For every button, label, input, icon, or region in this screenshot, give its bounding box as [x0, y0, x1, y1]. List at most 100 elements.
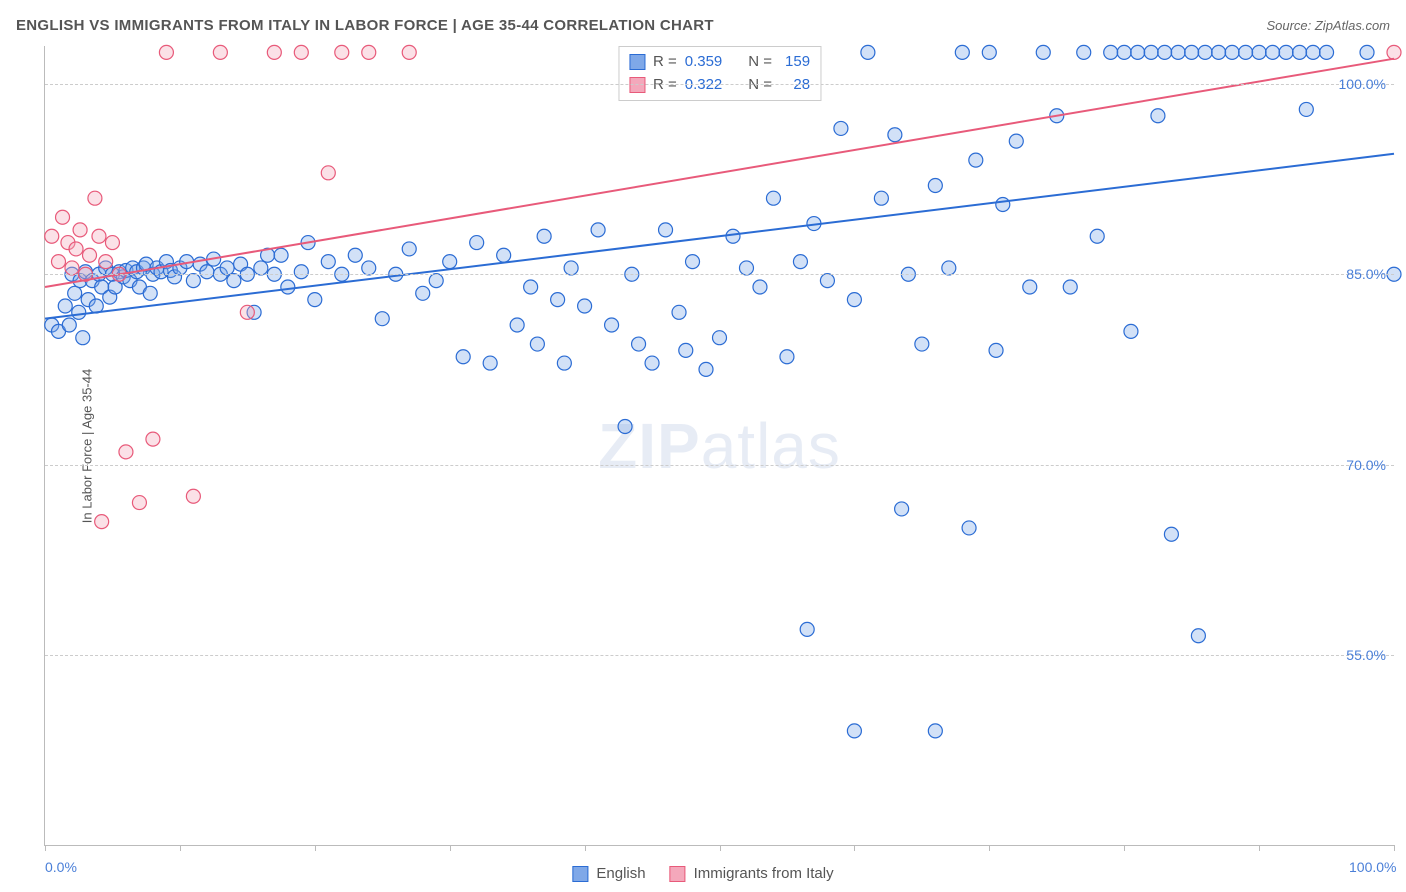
data-point: [861, 45, 875, 59]
data-point: [72, 305, 86, 319]
data-point: [530, 337, 544, 351]
data-point: [443, 255, 457, 269]
x-tick-label: 100.0%: [1349, 859, 1396, 875]
data-point: [969, 153, 983, 167]
data-point: [56, 210, 70, 224]
data-point: [1151, 109, 1165, 123]
data-point: [1239, 45, 1253, 59]
data-point: [1212, 45, 1226, 59]
data-point: [874, 191, 888, 205]
data-point: [456, 350, 470, 364]
data-point: [73, 223, 87, 237]
data-point: [1036, 45, 1050, 59]
data-point: [686, 255, 700, 269]
data-point: [524, 280, 538, 294]
data-point: [888, 128, 902, 142]
data-point: [1158, 45, 1172, 59]
series-legend: EnglishImmigrants from Italy: [572, 865, 833, 882]
data-point: [321, 255, 335, 269]
legend-swatch: [670, 866, 686, 882]
data-point: [254, 261, 268, 275]
data-point: [83, 248, 97, 262]
data-point: [1164, 527, 1178, 541]
data-point: [955, 45, 969, 59]
data-point: [605, 318, 619, 332]
data-point: [1279, 45, 1293, 59]
x-tick-label: 0.0%: [45, 859, 77, 875]
data-point: [213, 45, 227, 59]
legend-label: English: [596, 865, 645, 882]
data-point: [402, 45, 416, 59]
x-tick: [1124, 845, 1125, 851]
data-point: [1090, 229, 1104, 243]
data-point: [483, 356, 497, 370]
data-point: [713, 331, 727, 345]
data-point: [645, 356, 659, 370]
data-point: [739, 261, 753, 275]
data-point: [793, 255, 807, 269]
data-point: [69, 242, 83, 256]
data-point: [1023, 280, 1037, 294]
data-point: [402, 242, 416, 256]
data-point: [76, 331, 90, 345]
data-point: [58, 299, 72, 313]
data-point: [240, 305, 254, 319]
data-point: [1185, 45, 1199, 59]
data-point: [92, 229, 106, 243]
data-point: [766, 191, 780, 205]
data-point: [294, 265, 308, 279]
data-point: [294, 45, 308, 59]
data-point: [1077, 45, 1091, 59]
data-point: [1252, 45, 1266, 59]
x-tick: [180, 845, 181, 851]
data-point: [1320, 45, 1334, 59]
data-point: [132, 496, 146, 510]
data-point: [699, 362, 713, 376]
x-tick: [1259, 845, 1260, 851]
gridline: [45, 84, 1394, 85]
data-point: [537, 229, 551, 243]
data-point: [51, 255, 65, 269]
data-point: [1293, 45, 1307, 59]
data-point: [95, 515, 109, 529]
data-point: [1299, 102, 1313, 116]
data-point: [227, 274, 241, 288]
source-attribution: Source: ZipAtlas.com: [1266, 18, 1390, 33]
data-point: [220, 261, 234, 275]
stats-legend-row: R =0.359N =159: [629, 51, 810, 74]
data-point: [308, 293, 322, 307]
data-point: [1171, 45, 1185, 59]
data-point: [429, 274, 443, 288]
data-point: [362, 45, 376, 59]
chart-header: ENGLISH VS IMMIGRANTS FROM ITALY IN LABO…: [0, 0, 1406, 40]
data-point: [348, 248, 362, 262]
data-point: [88, 191, 102, 205]
x-tick: [854, 845, 855, 851]
r-value: 0.359: [685, 51, 723, 74]
y-tick-label: 70.0%: [1346, 457, 1386, 473]
y-tick-label: 85.0%: [1346, 266, 1386, 282]
data-point: [68, 286, 82, 300]
data-point: [928, 724, 942, 738]
data-point: [65, 261, 79, 275]
r-label: R =: [653, 51, 677, 74]
data-point: [1387, 45, 1401, 59]
data-point: [470, 236, 484, 250]
data-point: [895, 502, 909, 516]
data-point: [1131, 45, 1145, 59]
chart-title: ENGLISH VS IMMIGRANTS FROM ITALY IN LABO…: [16, 17, 714, 34]
data-point: [1104, 45, 1118, 59]
data-point: [962, 521, 976, 535]
data-point: [847, 293, 861, 307]
data-point: [753, 280, 767, 294]
x-tick: [1394, 845, 1395, 851]
data-point: [928, 179, 942, 193]
legend-swatch: [572, 866, 588, 882]
data-point: [416, 286, 430, 300]
data-point: [119, 445, 133, 459]
data-point: [186, 489, 200, 503]
data-point: [45, 229, 59, 243]
gridline: [45, 274, 1394, 275]
data-point: [800, 622, 814, 636]
data-point: [146, 432, 160, 446]
